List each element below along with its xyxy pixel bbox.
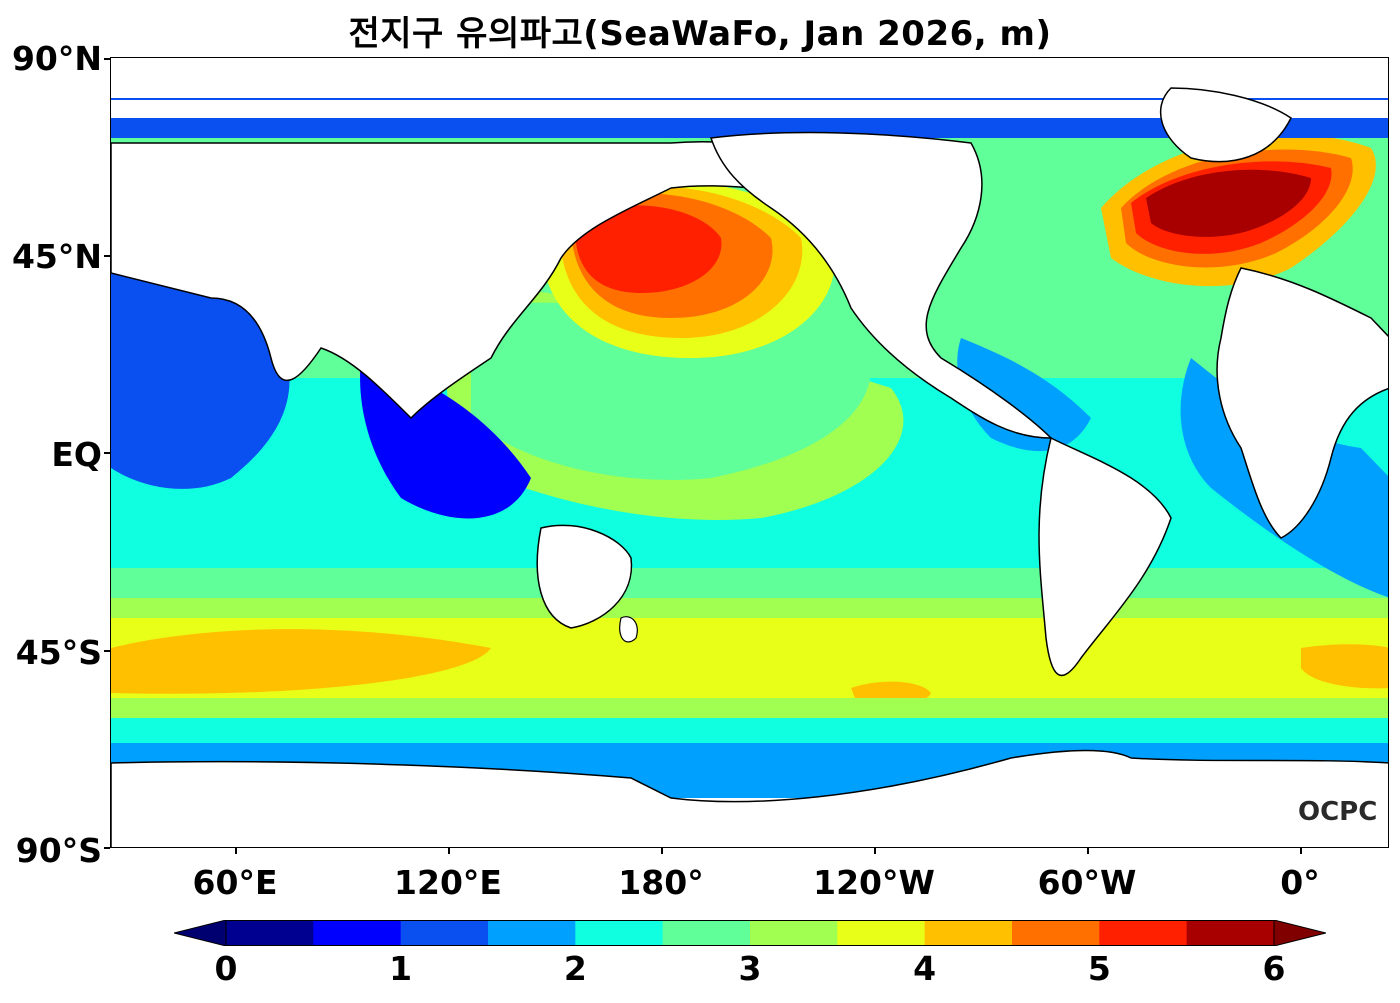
na-darkred [1146, 169, 1311, 237]
colorbar-frame [225, 920, 1275, 946]
lon-label-180: 180° [618, 863, 704, 902]
colorbar-tick-label: 1 [389, 949, 413, 988]
colorbar-tick-label: 5 [1087, 949, 1111, 988]
colorbar-segment [488, 920, 576, 946]
greenland-land [1160, 87, 1292, 163]
colorbar-tick-label: 6 [1262, 949, 1286, 988]
lon-label-120w: 120°W [813, 863, 935, 902]
lon-label-0: 0° [1280, 863, 1320, 902]
lat-label-45n: 45°N [11, 237, 102, 276]
so-orange-west [111, 629, 491, 694]
colorbar-segment [662, 920, 751, 946]
antarctica-land [111, 749, 1388, 847]
so-orange-east [1301, 644, 1388, 689]
colorbar-under-triangle [174, 920, 227, 946]
north-pole-cap [111, 100, 1388, 118]
colorbar-segment [1186, 920, 1275, 946]
lon-label-60w: 60°W [1037, 863, 1137, 902]
ocpc-logo: OCPC [1298, 797, 1378, 827]
colorbar-tick-label: 0 [214, 949, 238, 988]
colorbar-tick-label: 2 [563, 949, 587, 988]
colorbar-tick-label: 3 [738, 949, 762, 988]
lat-tick [104, 650, 110, 652]
indian-north-blue [111, 258, 290, 489]
lat-tick [104, 452, 110, 454]
lon-tick [661, 848, 663, 854]
colorbar-tick-label: 4 [913, 949, 937, 988]
colorbar-segment [750, 920, 838, 946]
colorbar-segment [400, 920, 489, 946]
lat-tick [104, 58, 110, 60]
wave-height-map [110, 57, 1389, 848]
lon-label-60e: 60°E [192, 863, 278, 902]
lon-tick [448, 848, 450, 854]
colorbar-over-triangle [1273, 920, 1326, 946]
lon-tick [874, 848, 876, 854]
lat-label-eq: EQ [51, 435, 102, 474]
colorbar-segment [575, 920, 664, 946]
colorbar-segment [226, 920, 314, 946]
colorbar [174, 920, 1326, 946]
colorbar-segment [313, 920, 402, 946]
wave-height-field [111, 87, 1388, 847]
lon-tick [1087, 848, 1089, 854]
colorbar-segment [837, 920, 926, 946]
lat-label-90n: 90°N [11, 39, 102, 78]
lat-tick [104, 255, 110, 257]
colorbar-segment [1012, 920, 1100, 946]
pacific-mid [471, 302, 871, 480]
africa-land [1216, 267, 1388, 539]
australia-land [536, 524, 633, 629]
map-title: 전지구 유의파고(SeaWaFo, Jan 2026, m) [348, 14, 1052, 54]
lat-tick [104, 847, 110, 849]
new-zealand-land [619, 616, 638, 643]
lon-label-120e: 120°E [394, 863, 502, 902]
np-red [575, 205, 722, 293]
lat-label-90s: 90°S [15, 831, 102, 870]
lat-label-45s: 45°S [15, 633, 102, 672]
lon-tick [235, 848, 237, 854]
south-america-land [1038, 436, 1172, 677]
colorbar-segment [924, 920, 1013, 946]
north-america-land [709, 131, 1053, 439]
lon-tick [1300, 848, 1302, 854]
colorbar-segment [1099, 920, 1188, 946]
